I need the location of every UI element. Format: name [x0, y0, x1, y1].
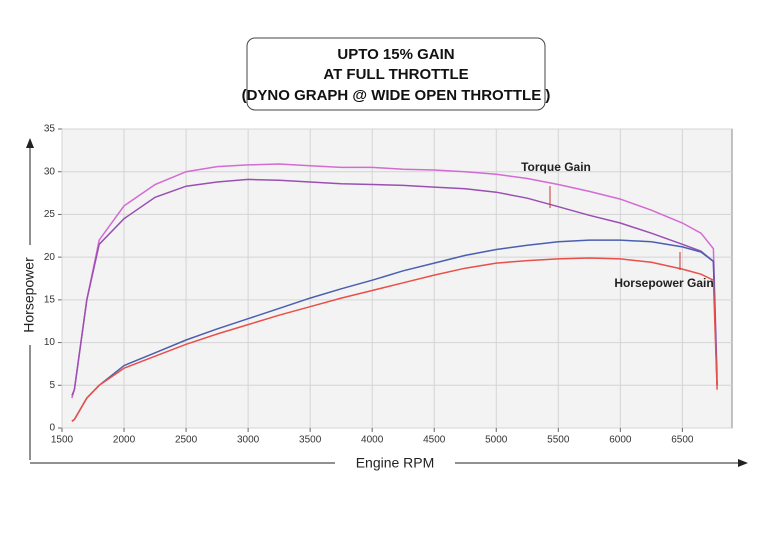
x-tick-label: 2000 [113, 435, 136, 446]
x-tick-label: 6500 [671, 435, 694, 446]
y-axis-label: Horsepower [21, 257, 37, 333]
x-tick-label: 1500 [51, 435, 74, 446]
x-tick-label: 3500 [299, 435, 322, 446]
x-label-bg [335, 454, 455, 472]
y-tick-label: 35 [44, 124, 56, 135]
x-tick-label: 4500 [423, 435, 446, 446]
series-line [71, 257, 718, 422]
x-tick-label: 2500 [175, 435, 198, 446]
y-tick-label: 30 [44, 166, 56, 177]
y-tick-label: 0 [49, 423, 55, 434]
series-line [71, 178, 718, 396]
annotation: Torque Gain [521, 160, 591, 174]
x-tick-label: 6000 [609, 435, 632, 446]
title-box [246, 37, 546, 111]
y-tick-label: 5 [49, 380, 55, 391]
y-tick-label: 20 [44, 252, 56, 263]
y-tick-label: 25 [44, 209, 56, 220]
series-line [71, 163, 718, 399]
chart-title: UPTO 15% GAIN [337, 46, 454, 63]
plot: 0 5 10 15 20 25 30 35 1500 2000 2500 3000 3500 4000 45… [44, 124, 732, 446]
x-arrow-head [738, 459, 748, 467]
annotation: Horsepower Gain [614, 276, 713, 290]
chart-title: (DYNO GRAPH @ WIDE OPEN THROTTLE ) [242, 87, 551, 104]
y-tick-label: 10 [44, 337, 56, 348]
y-tick-label: 15 [44, 294, 56, 305]
series-line [71, 239, 718, 422]
chart-title: AT FULL THROTTLE [323, 66, 468, 83]
x-tick-label: 5000 [485, 435, 508, 446]
x-tick-label: 4000 [361, 435, 384, 446]
x-tick-label: 5500 [547, 435, 570, 446]
y-label-bg [20, 245, 40, 345]
y-arrow-head [26, 138, 34, 148]
x-tick-label: 3000 [237, 435, 260, 446]
x-axis-label: Engine RPM [356, 455, 435, 471]
